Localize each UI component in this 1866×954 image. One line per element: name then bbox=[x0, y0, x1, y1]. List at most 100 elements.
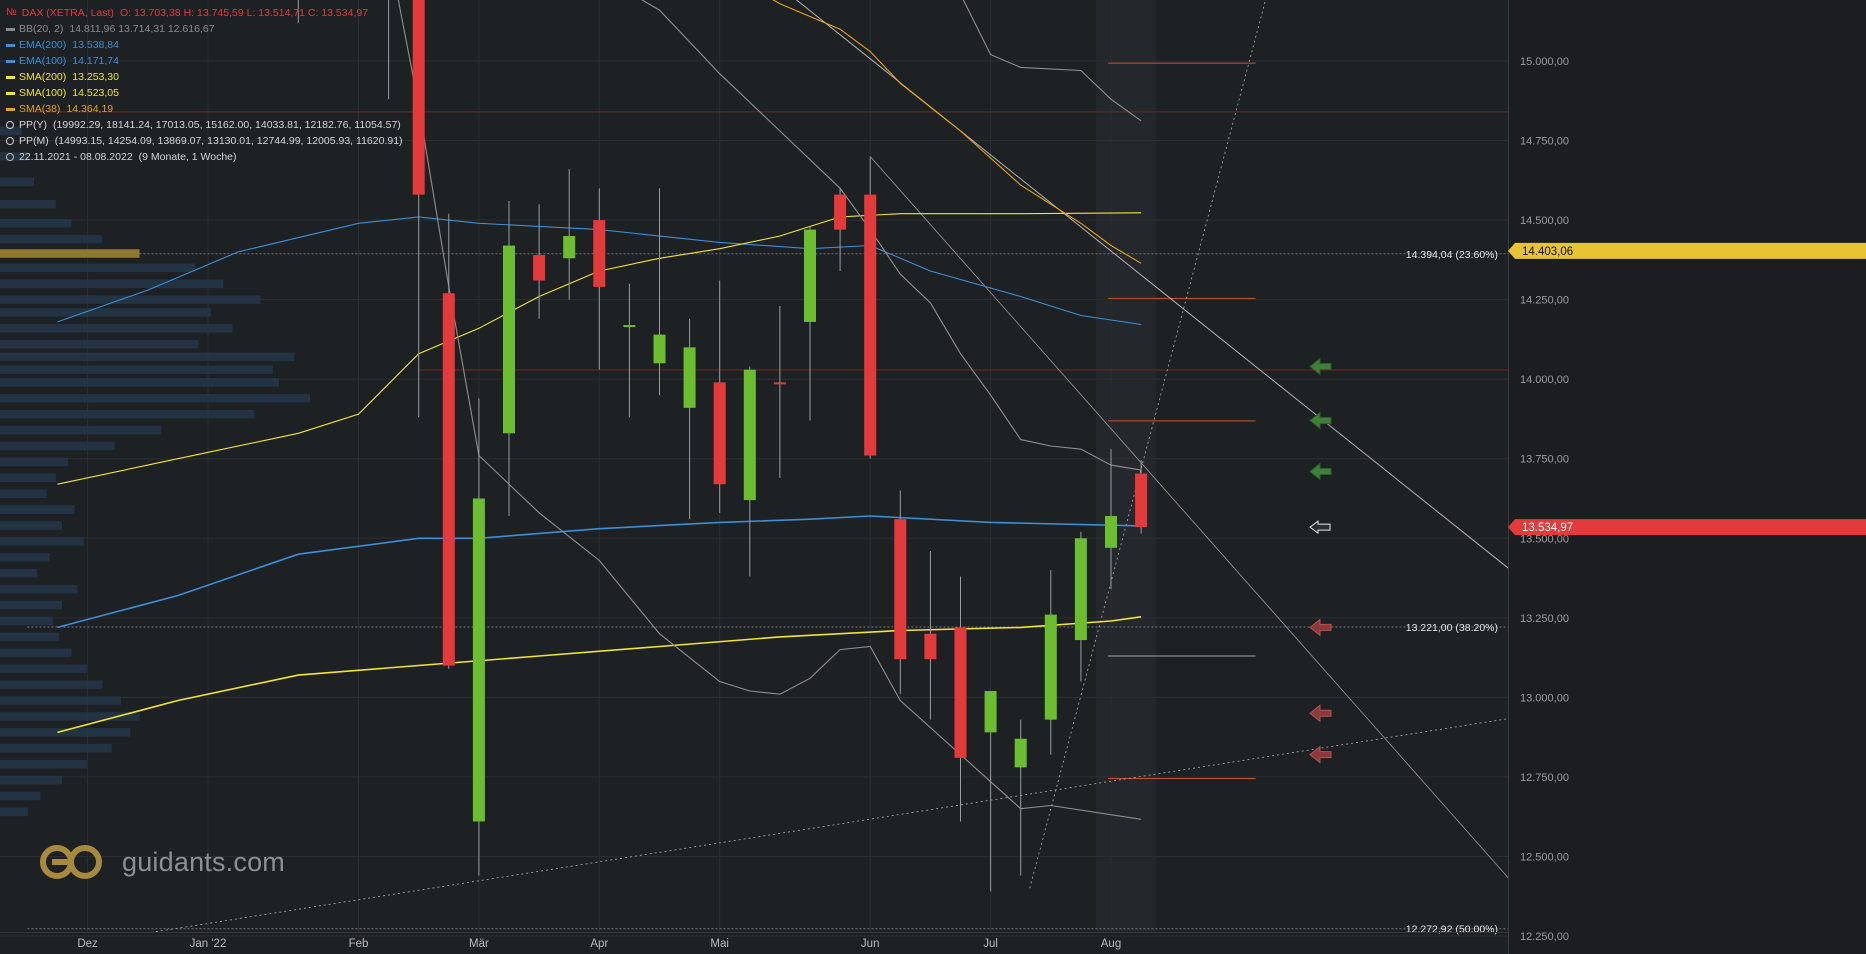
y-tick-label: 12.500,00 bbox=[1520, 851, 1569, 863]
legend-item-values: 13.253,30 bbox=[72, 71, 119, 83]
legend-item[interactable]: PP(Y) (19992.29, 18141.24, 17013.05, 1516… bbox=[6, 117, 403, 133]
legend-item-values: 14.171,74 bbox=[72, 55, 119, 67]
volume-profile-bar bbox=[0, 457, 69, 467]
legend-item[interactable]: PP(M) (14993.15, 14254.09, 13869.07, 1313… bbox=[6, 133, 403, 149]
candle-body bbox=[954, 627, 967, 758]
candle-body bbox=[773, 382, 786, 385]
line-swatch-icon bbox=[6, 91, 15, 95]
legend-item-values: 13.538,84 bbox=[72, 39, 119, 51]
candle-body bbox=[412, 0, 425, 195]
volume-profile-bar bbox=[0, 441, 115, 451]
volume-profile-bar bbox=[0, 365, 273, 374]
candle-body bbox=[743, 369, 756, 501]
x-tick-label: Jul bbox=[983, 938, 998, 950]
legend-item-values: (19992.29, 18141.24, 17013.05, 15162.00,… bbox=[53, 119, 401, 131]
legend-item[interactable]: SMA(38) 14.364,19 bbox=[6, 101, 403, 117]
volume-profile-bar bbox=[0, 791, 41, 801]
candle-body bbox=[563, 236, 576, 259]
legend-item-values: 14.523,05 bbox=[72, 87, 119, 99]
x-tick-label: Aug bbox=[1101, 938, 1121, 950]
volume-profile-bar bbox=[0, 352, 295, 362]
volume-profile-bar bbox=[0, 199, 56, 209]
volume-profile-bar bbox=[0, 295, 261, 304]
legend-item[interactable]: SMA(100) 14.523,05 bbox=[6, 85, 403, 101]
price-axis-panel bbox=[1508, 0, 1866, 954]
current-period-shade bbox=[1095, 0, 1157, 932]
volume-profile-bar bbox=[0, 249, 140, 258]
volume-profile-bar bbox=[0, 308, 211, 317]
legend-item-name: PP(M) bbox=[19, 135, 49, 147]
volume-profile-bar bbox=[0, 409, 255, 419]
candle-body bbox=[653, 334, 666, 364]
volume-profile-bar bbox=[0, 339, 199, 349]
y-tick-label: 13.250,00 bbox=[1520, 613, 1569, 625]
candle-body bbox=[713, 382, 726, 485]
brand-logo: guidants.com bbox=[38, 842, 285, 882]
legend-item[interactable]: SMA(200) 13.253,30 bbox=[6, 69, 403, 85]
y-tick-label: 12.250,00 bbox=[1520, 931, 1569, 943]
plot-layer bbox=[57, 0, 1508, 932]
x-tick-label: Dez bbox=[77, 938, 98, 950]
volume-profile-bar bbox=[0, 378, 279, 387]
legend-item-name: PP(Y) bbox=[19, 119, 48, 131]
candle-body bbox=[924, 633, 937, 660]
volume-profile-bar bbox=[0, 425, 162, 435]
target-icon bbox=[6, 121, 14, 129]
legend-item[interactable]: 22.11.2021 - 08.08.2022 (9 Monate, 1 Woch… bbox=[6, 149, 403, 165]
symbol-icon: № bbox=[6, 7, 17, 18]
x-tick-label: Apr bbox=[590, 938, 608, 950]
volume-profile-bar bbox=[0, 521, 62, 530]
y-tick-label: 14.500,00 bbox=[1520, 215, 1569, 227]
buy-signal-arrow-icon bbox=[1309, 462, 1332, 481]
volume-profile-bar bbox=[0, 616, 53, 626]
legend-item-name: 22.11.2021 - 08.08.2022 bbox=[19, 151, 133, 163]
price-badge bbox=[1508, 519, 1866, 536]
indicator-line bbox=[772, 0, 1142, 264]
chart-legend: № DAX (XETRA, Last) O: 13.703,38 H: 13.7… bbox=[6, 5, 403, 165]
legend-item-name: SMA(38) bbox=[19, 103, 61, 115]
x-tick-label: Jun bbox=[861, 938, 880, 950]
sell-signal-arrow-icon bbox=[1309, 745, 1332, 764]
candle-body bbox=[623, 325, 636, 328]
volume-profile-bar bbox=[0, 569, 38, 578]
legend-item[interactable]: EMA(100) 14.171,74 bbox=[6, 53, 403, 69]
volume-profile-bar bbox=[0, 394, 310, 403]
legend-item[interactable]: BB(20, 2) 14.811,96 13.714,31 12.616,67 bbox=[6, 21, 403, 37]
candle-body bbox=[533, 255, 546, 281]
indicator-line bbox=[397, 0, 1142, 820]
volume-profile-bar bbox=[0, 600, 62, 610]
line-swatch-icon bbox=[6, 107, 15, 111]
fib-level-label: 12.272,92 (50.00%) bbox=[1406, 924, 1498, 936]
sell-signal-arrow-icon bbox=[1309, 704, 1332, 723]
indicator-line bbox=[641, 0, 1142, 471]
volume-profile-bar bbox=[0, 219, 72, 228]
legend-item-name: SMA(200) bbox=[19, 71, 67, 83]
symbol-label: DAX (XETRA, Last) bbox=[21, 7, 114, 19]
header-row: № DAX (XETRA, Last) O: 13.703,38 H: 13.7… bbox=[6, 5, 403, 21]
buy-signal-arrow-icon bbox=[1309, 357, 1332, 376]
buy-signal-arrow-icon bbox=[1309, 411, 1332, 430]
volume-profile-bar bbox=[0, 279, 224, 288]
volume-profile-bar bbox=[0, 632, 59, 642]
candle-body bbox=[472, 498, 485, 822]
legend-item-values: 14.364,19 bbox=[66, 103, 114, 115]
volume-profile-bar bbox=[0, 234, 103, 244]
candle-body bbox=[984, 691, 997, 733]
brand-text: guidants.com bbox=[122, 846, 285, 877]
y-tick-label: 14.750,00 bbox=[1520, 136, 1569, 148]
legend-item-values: (9 Monate, 1 Woche) bbox=[138, 151, 237, 163]
candle-body bbox=[864, 194, 877, 456]
cursor-arrow-icon bbox=[1309, 520, 1331, 535]
candle-body bbox=[593, 220, 606, 287]
line-swatch-icon bbox=[6, 75, 15, 79]
legend-item[interactable]: EMA(200) 13.538,84 bbox=[6, 37, 403, 53]
volume-profile-bar bbox=[0, 648, 72, 658]
legend-item-values: 14.811,96 13.714,31 12.616,67 bbox=[69, 23, 215, 35]
y-tick-label: 14.000,00 bbox=[1520, 374, 1569, 386]
volume-profile-bar bbox=[0, 473, 56, 483]
legend-item-name: EMA(200) bbox=[19, 39, 67, 51]
clock-icon bbox=[6, 153, 14, 161]
price-badge bbox=[1508, 242, 1866, 259]
candle-body bbox=[442, 293, 455, 666]
